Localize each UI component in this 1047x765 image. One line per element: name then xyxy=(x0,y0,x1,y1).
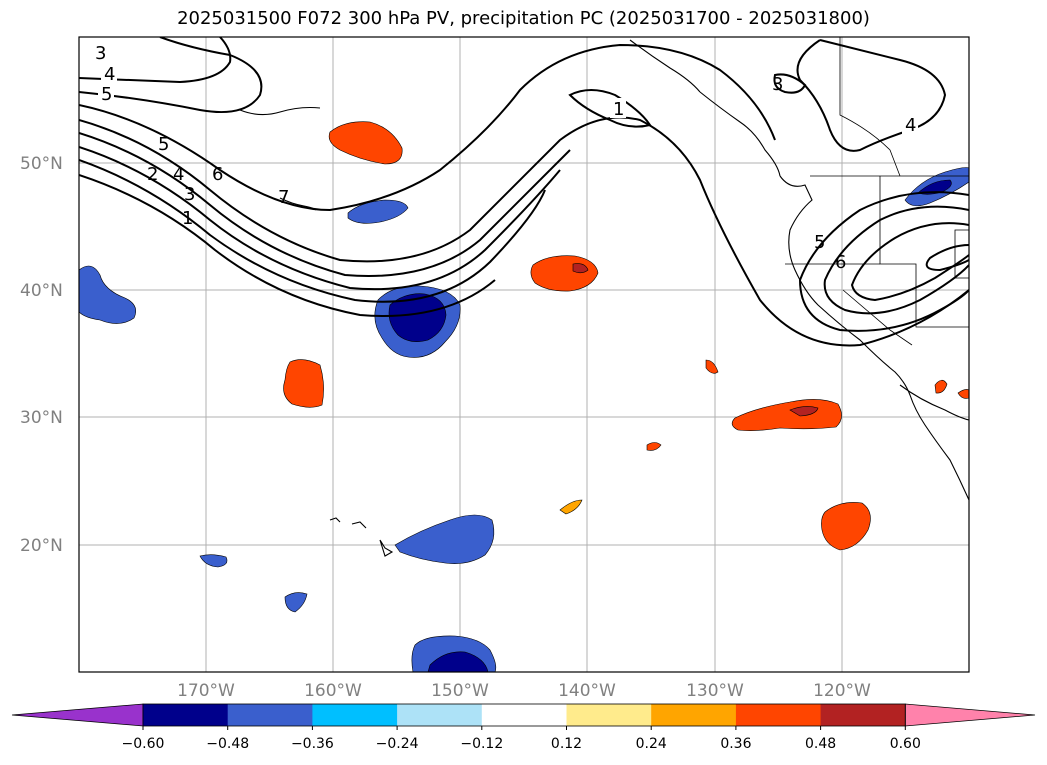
positive-anomaly-center xyxy=(530,255,599,292)
colorbar-segment xyxy=(651,704,737,726)
lat-label: 30°N xyxy=(20,408,63,428)
negative-anomaly-small-1 xyxy=(199,554,308,613)
colorbar-tick-label: −0.12 xyxy=(460,736,503,752)
colorbar-segment xyxy=(481,704,567,726)
negative-anomaly-south xyxy=(411,635,497,672)
contour-label: 6 xyxy=(212,164,223,185)
positive-anomaly-small xyxy=(559,359,969,515)
colorbar-segment xyxy=(397,704,483,726)
negative-anomaly-hawaii xyxy=(394,514,495,564)
negative-anomaly-northeast xyxy=(904,167,969,207)
positive-anomaly-southeast xyxy=(821,502,871,551)
map-frame xyxy=(78,36,970,673)
colorbar-segment xyxy=(566,704,652,726)
colorbar-segment xyxy=(312,704,398,726)
contour-label: 1 xyxy=(182,208,193,229)
pv-contour-labels: 3 4 5 5 2 4 3 1 6 7 1 3 4 5 6 xyxy=(92,42,918,273)
colorbar-frame xyxy=(142,703,906,727)
contour-label: 5 xyxy=(101,84,112,105)
contour-label: 2 xyxy=(147,164,158,185)
positive-anomaly-north xyxy=(328,121,403,165)
colorbar-tick-label: −0.36 xyxy=(291,736,334,752)
colorbar-extend-low xyxy=(11,703,144,727)
lat-label: 20°N xyxy=(20,536,63,556)
map-title: 2025031500 F072 300 hPa PV, precipitatio… xyxy=(177,8,870,29)
latitude-labels: 50°N 40°N 30°N 20°N xyxy=(20,154,63,556)
lon-label: 120°W xyxy=(813,681,871,701)
contour-label: 1 xyxy=(613,99,624,120)
colorbar-tick-label: 0.12 xyxy=(551,736,582,752)
contour-label: 4 xyxy=(173,164,184,185)
contour-label: 5 xyxy=(158,134,169,155)
colorbar-tick-label: −0.48 xyxy=(206,736,249,752)
lon-label: 130°W xyxy=(686,681,744,701)
pv-contours xyxy=(79,37,969,347)
lon-label: 160°W xyxy=(304,681,362,701)
colorbar-segment xyxy=(227,704,313,726)
coastlines xyxy=(239,39,969,557)
colorbar-segment xyxy=(735,704,822,726)
negative-anomaly-north xyxy=(347,199,409,224)
lon-label: 170°W xyxy=(177,681,235,701)
colorbar: −0.60 −0.48 −0.36 −0.24 −0.12 0.12 0.24 0.36 0.4… xyxy=(11,703,1036,752)
map-panel: 3 4 5 5 2 4 3 1 6 7 1 3 4 5 6 xyxy=(79,37,969,672)
longitude-labels: 170°W 160°W 150°W 140°W 130°W 120°W xyxy=(177,681,871,701)
contour-label: 7 xyxy=(278,187,289,208)
colorbar-tick-label: 0.48 xyxy=(805,736,836,752)
colorbar-tick-label: 0.24 xyxy=(636,736,667,752)
contour-label: 4 xyxy=(104,64,115,85)
colorbar-extend-high xyxy=(904,703,1036,727)
lat-label: 40°N xyxy=(20,281,63,301)
lon-label: 140°W xyxy=(558,681,616,701)
colorbar-segment xyxy=(820,704,906,726)
lon-label: 150°W xyxy=(431,681,489,701)
negative-anomaly-center xyxy=(374,285,461,358)
contour-label: 3 xyxy=(184,184,195,205)
gridlines xyxy=(79,37,969,672)
contour-label: 3 xyxy=(772,74,783,95)
colorbar-tick-label: 0.36 xyxy=(720,736,751,752)
lat-label: 50°N xyxy=(20,154,63,174)
colorbar-tick-label: −0.24 xyxy=(376,736,419,752)
positive-anomaly-east-band xyxy=(731,399,842,431)
positive-anomaly-west xyxy=(283,359,324,408)
negative-anomaly-west-edge xyxy=(79,265,136,324)
contour-label: 5 xyxy=(814,232,825,253)
contour-label: 4 xyxy=(905,115,916,136)
colorbar-segment xyxy=(143,704,229,726)
contour-label: 6 xyxy=(835,252,846,273)
contour-label: 3 xyxy=(95,43,106,64)
colorbar-tick-label: −0.60 xyxy=(122,736,165,752)
precipitation-anomalies xyxy=(79,121,969,672)
colorbar-tick-label: 0.60 xyxy=(890,736,921,752)
